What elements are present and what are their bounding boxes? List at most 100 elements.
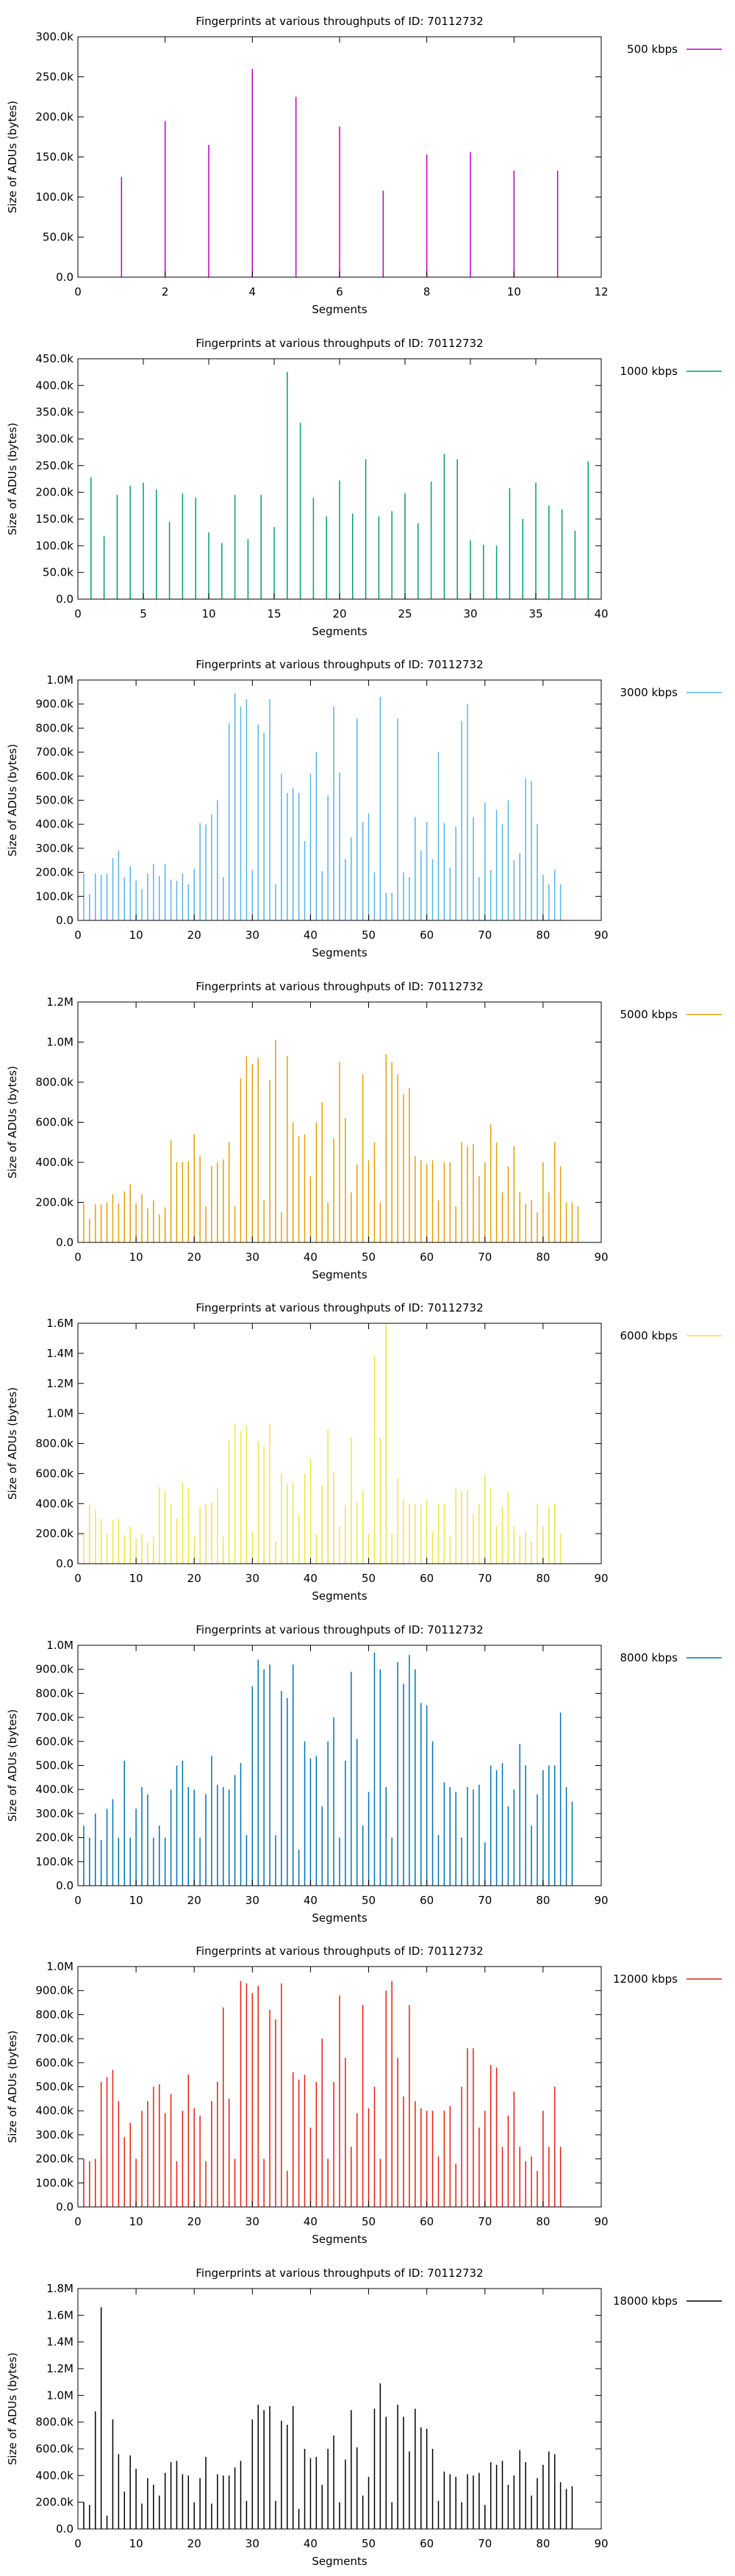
y-tick-label: 300.0k	[35, 842, 74, 855]
x-tick-label: 0	[74, 1894, 82, 1907]
y-tick-label: 400.0k	[35, 1783, 74, 1796]
x-tick-label: 20	[332, 607, 346, 620]
bars	[83, 1652, 573, 1886]
x-tick-label: 30	[245, 1572, 259, 1585]
y-tick-label: 600.0k	[35, 1116, 74, 1129]
y-tick-label: 1.0M	[46, 1639, 74, 1652]
x-tick-label: 50	[362, 2215, 376, 2228]
y-tick-label: 900.0k	[35, 698, 74, 711]
y-tick-label: 100.0k	[35, 1855, 74, 1868]
y-tick-label: 300.0k	[35, 30, 74, 43]
x-tick-label: 20	[187, 2537, 201, 2550]
x-tick-label: 25	[398, 607, 412, 620]
x-tick-label: 40	[304, 1572, 318, 1585]
y-tick-label: 1.8M	[46, 2282, 74, 2295]
x-tick-label: 70	[478, 2537, 492, 2550]
y-tick-label: 1.2M	[46, 2362, 74, 2375]
y-tick-label: 150.0k	[35, 151, 74, 164]
y-tick-label: 400.0k	[35, 1497, 74, 1510]
x-axis-label: Segments	[312, 625, 368, 638]
chart-panel-8: Fingerprints at various throughputs of I…	[6, 2266, 722, 2568]
x-tick-label: 10	[129, 929, 143, 942]
x-tick-label: 70	[478, 929, 492, 942]
chart-title: Fingerprints at various throughputs of I…	[196, 1301, 483, 1314]
y-tick-label: 400.0k	[35, 2104, 74, 2117]
x-tick-label: 80	[536, 1894, 550, 1907]
x-axis: 0 2 4 6 8 10 12	[74, 37, 609, 298]
legend: 18000 kbps	[613, 2294, 722, 2308]
y-tick-label: 0.0	[56, 1879, 74, 1892]
x-tick-label: 30	[245, 929, 259, 942]
x-axis: 0 10 20 30 40 50 60 70 80 90	[74, 1002, 609, 1264]
x-tick-label: 0	[74, 2215, 82, 2228]
y-tick-label: 100.0k	[35, 890, 74, 903]
y-tick-label: 1.0M	[46, 673, 74, 687]
y-tick-label: 300.0k	[35, 2128, 74, 2142]
y-tick-label: 800.0k	[35, 2008, 74, 2021]
y-axis-label: Size of ADUs (bytes)	[6, 2031, 19, 2143]
y-tick-label: 200.0k	[35, 486, 74, 499]
y-tick-label: 800.0k	[35, 721, 74, 734]
x-tick-label: 30	[245, 1251, 259, 1264]
chart-title: Fingerprints at various throughputs of I…	[196, 1944, 483, 1958]
chart-panel-6: Fingerprints at various throughputs of I…	[6, 1623, 722, 1925]
y-tick-label: 200.0k	[35, 2153, 74, 2166]
y-axis-label: Size of ADUs (bytes)	[6, 1066, 19, 1178]
y-tick-label: 600.0k	[35, 2056, 74, 2069]
y-tick-label: 250.0k	[35, 459, 74, 472]
y-axis: 0.0 100.0k 200.0k 300.0k 400.0k 500.0k 600.0k 7…	[35, 673, 601, 927]
x-tick-label: 20	[187, 1251, 201, 1264]
x-tick-label: 40	[304, 2537, 318, 2550]
x-tick-label: 40	[304, 1894, 318, 1907]
y-tick-label: 150.0k	[35, 512, 74, 526]
x-tick-label: 15	[267, 607, 281, 620]
legend-label: 3000 kbps	[620, 686, 678, 699]
y-tick-label: 200.0k	[35, 1527, 74, 1540]
x-axis-label: Segments	[312, 1911, 368, 1925]
x-tick-label: 0	[74, 1572, 82, 1585]
x-tick-label: 90	[594, 1572, 608, 1585]
y-tick-label: 1.4M	[46, 2336, 74, 2349]
y-tick-label: 900.0k	[35, 1984, 74, 1997]
chart-title: Fingerprints at various throughputs of I…	[196, 337, 483, 350]
x-tick-label: 50	[362, 929, 376, 942]
y-tick-label: 1.6M	[46, 1317, 74, 1330]
legend-label: 6000 kbps	[620, 1329, 678, 1342]
y-axis: 0.0 200.0k 400.0k 600.0k 800.0k 1.0M 1.2M	[35, 995, 601, 1249]
x-tick-label: 10	[129, 2215, 143, 2228]
legend-label: 12000 kbps	[613, 1972, 678, 1986]
x-tick-label: 60	[420, 1894, 434, 1907]
bars	[121, 68, 559, 277]
x-axis-label: Segments	[312, 2233, 368, 2246]
y-tick-label: 1.4M	[46, 1347, 74, 1360]
y-tick-label: 600.0k	[35, 1735, 74, 1748]
y-axis: 0.0 100.0k 200.0k 300.0k 400.0k 500.0k 600.0k 7…	[35, 1639, 601, 1892]
legend: 12000 kbps	[613, 1972, 722, 1986]
x-tick-label: 90	[594, 1251, 608, 1264]
y-tick-label: 200.0k	[35, 110, 74, 124]
y-tick-label: 350.0k	[35, 406, 74, 419]
x-axis-label: Segments	[312, 1589, 368, 1603]
y-tick-label: 600.0k	[35, 2442, 74, 2455]
y-tick-label: 50.0k	[43, 231, 74, 244]
y-tick-label: 0.0	[56, 2200, 74, 2214]
x-axis: 0 10 20 30 40 50 60 70 80 90	[74, 1645, 609, 1907]
x-tick-label: 0	[74, 929, 82, 942]
legend-label: 5000 kbps	[620, 1008, 678, 1021]
x-tick-label: 50	[362, 2537, 376, 2550]
x-axis-label: Segments	[312, 1268, 368, 1281]
x-axis: 0 5 10 15 20 25 30 35 40	[74, 359, 609, 620]
x-tick-label: 90	[594, 929, 608, 942]
x-tick-label: 70	[478, 1572, 492, 1585]
y-tick-label: 800.0k	[35, 1437, 74, 1450]
y-tick-label: 800.0k	[35, 1686, 74, 1700]
x-tick-label: 90	[594, 2215, 608, 2228]
x-tick-label: 70	[478, 1894, 492, 1907]
x-tick-label: 12	[594, 285, 608, 298]
x-tick-label: 10	[507, 285, 521, 298]
y-axis-label: Size of ADUs (bytes)	[6, 1387, 19, 1500]
y-tick-label: 200.0k	[35, 2496, 74, 2509]
y-tick-label: 300.0k	[35, 1807, 74, 1820]
x-tick-label: 20	[187, 2215, 201, 2228]
y-axis: 0.0 50.0k 100.0k 150.0k 200.0k 250.0k 300.0k	[35, 30, 601, 284]
